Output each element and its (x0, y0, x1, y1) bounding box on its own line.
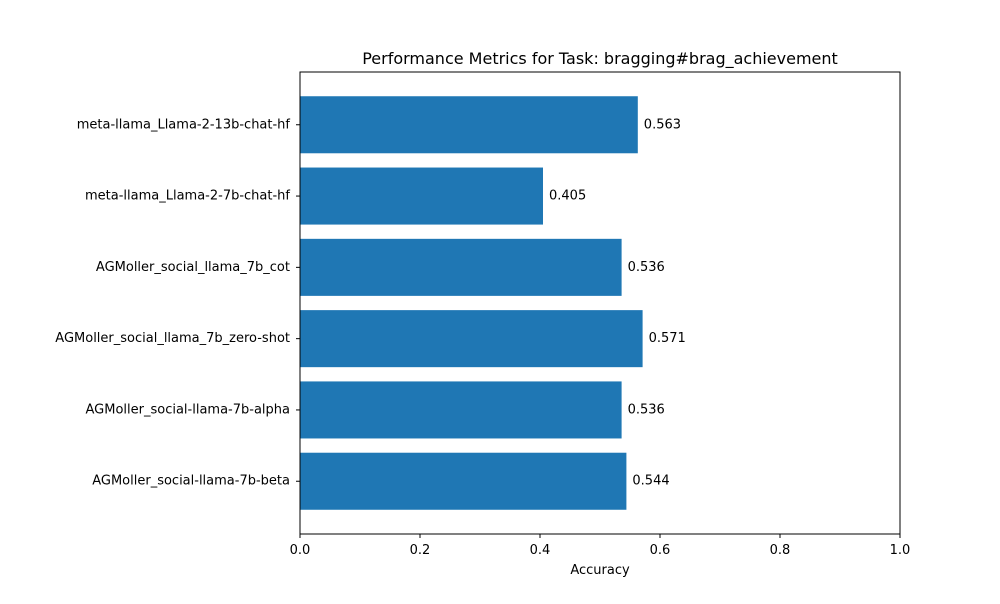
bar-0 (300, 96, 638, 154)
x-tick-label: 0.0 (290, 543, 311, 558)
bar-4 (300, 381, 622, 439)
bar-3 (300, 310, 643, 368)
bars-layer: 0.563 0.405 0.536 0.571 0.536 0.544 (300, 96, 686, 510)
bar-value-label: 0.405 (549, 189, 586, 204)
plot-frame (299, 71, 901, 535)
y-axis: meta-llama_Llama-2-13b-chat-hf meta-llama… (55, 117, 300, 489)
x-axis: 0.0 0.2 0.4 0.6 0.8 1.0 (290, 534, 911, 558)
bar-value-label: 0.544 (632, 474, 669, 489)
y-tick-label: meta-llama_Llama-2-7b-chat-hf (85, 189, 290, 204)
x-axis-label: Accuracy (570, 563, 630, 578)
bar-5 (300, 452, 627, 510)
bar-value-label: 0.563 (644, 117, 681, 132)
y-tick-label: meta-llama_Llama-2-13b-chat-hf (77, 117, 291, 132)
y-tick-label: AGMoller_social_llama_7b_cot (96, 260, 290, 275)
y-tick-label: AGMoller_social_llama_7b_zero-shot (55, 331, 290, 346)
bar-value-label: 0.536 (628, 402, 665, 417)
y-tick-label: AGMoller_social-llama-7b-beta (92, 474, 290, 489)
x-tick-label: 0.2 (410, 543, 431, 558)
x-tick-label: 1.0 (890, 543, 911, 558)
x-tick-label: 0.4 (530, 543, 551, 558)
chart-title: Performance Metrics for Task: bragging#b… (362, 49, 838, 69)
bar-value-label: 0.571 (649, 331, 686, 346)
y-tick-label: AGMoller_social-llama-7b-alpha (86, 402, 291, 417)
x-tick-label: 0.6 (650, 543, 671, 558)
bar-value-label: 0.536 (628, 260, 665, 275)
bar-2 (300, 238, 622, 296)
bar-1 (300, 167, 543, 225)
x-tick-label: 0.8 (770, 543, 791, 558)
